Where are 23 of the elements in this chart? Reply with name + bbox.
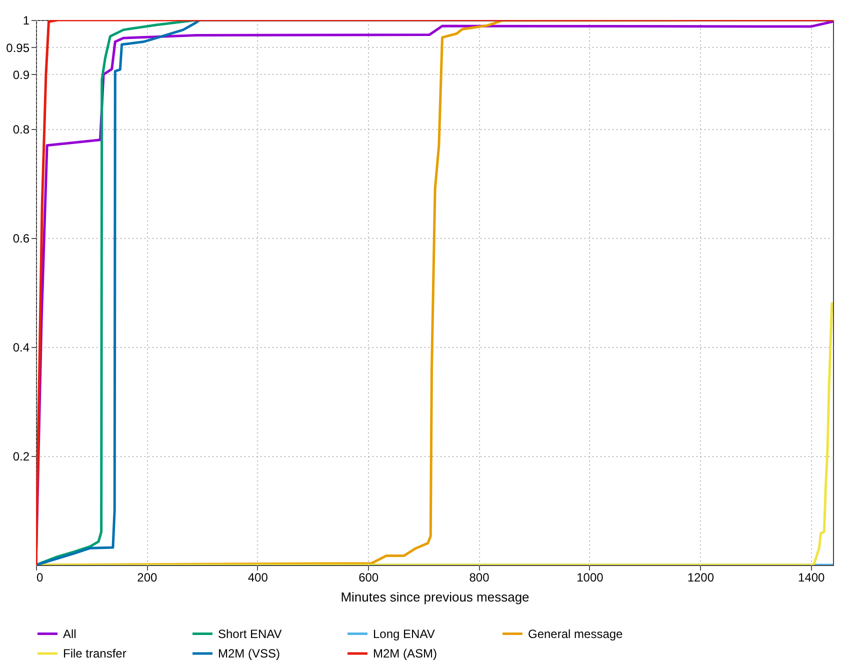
x-tick-label: 0 [36,570,44,584]
x-tick-label: 1200 [687,570,714,584]
legend-label: File transfer [63,646,126,660]
legend-label: M2M (ASM) [373,646,437,660]
x-tick-label: 1400 [798,570,826,584]
y-tick-label: 0.4 [12,340,30,354]
x-tick-label: 1000 [576,570,604,584]
y-tick-label: 0.8 [12,122,30,136]
x-tick-label: 200 [137,570,158,584]
y-tick-label: 0.6 [12,232,30,246]
x-tick-label: 600 [358,570,379,584]
y-tick-label: 0.9 [12,68,30,82]
legend-label: General message [528,626,624,641]
legend-label: Long ENAV [373,626,435,641]
legend-label: All [63,626,76,641]
y-tick-label: 0.2 [12,450,30,464]
y-tick-label: 0.95 [6,40,30,55]
y-tick-label: 1 [22,14,30,28]
legend-label: M2M (VSS) [218,646,280,660]
x-tick-label: 400 [248,570,268,584]
x-tick-label: 800 [469,570,490,584]
legend-label: Short ENAV [218,626,282,641]
x-axis-title: Minutes since previous message [340,590,530,604]
